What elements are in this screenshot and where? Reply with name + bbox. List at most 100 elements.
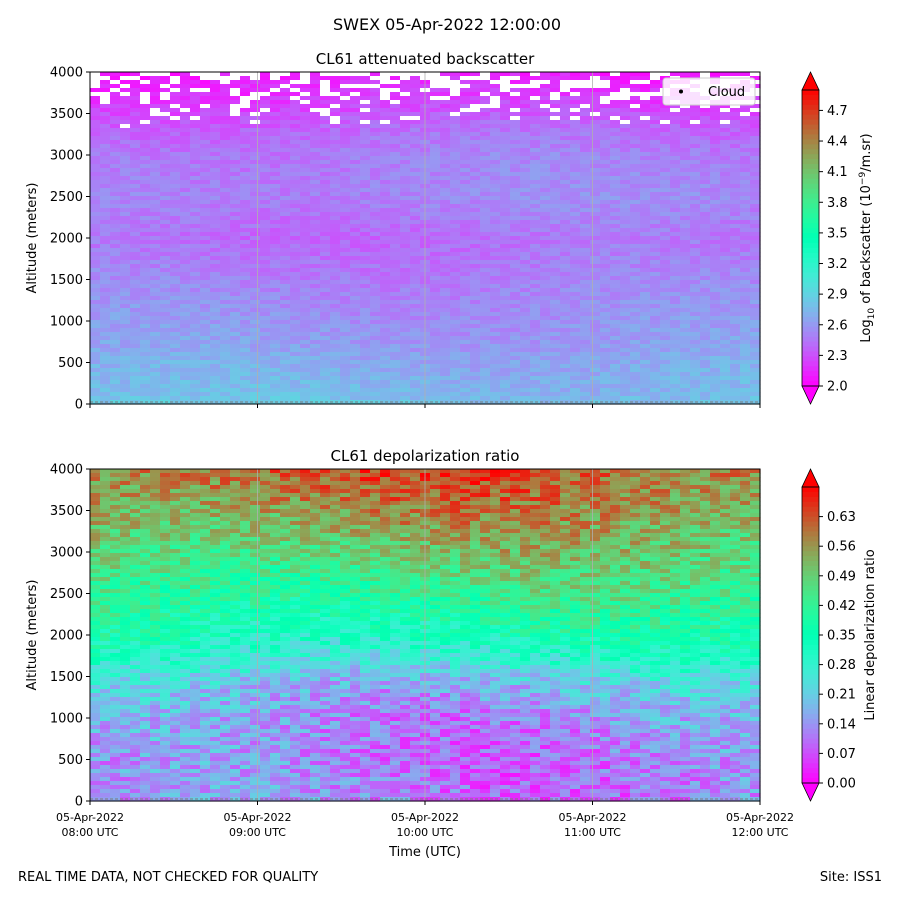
heatmap-cell (390, 328, 401, 333)
heatmap-cell (690, 72, 701, 77)
heatmap-cell (500, 252, 511, 257)
heatmap-cell (170, 284, 181, 289)
heatmap-cell (190, 120, 201, 125)
heatmap-cell (220, 344, 231, 349)
heatmap-cell (630, 336, 641, 341)
heatmap-cell (740, 72, 751, 77)
heatmap-cell (240, 228, 251, 233)
heatmap-cell (400, 136, 411, 141)
heatmap-cell (460, 268, 471, 273)
heatmap-cell (440, 156, 451, 161)
heatmap-cell (470, 256, 481, 261)
heatmap-cell (90, 300, 101, 305)
heatmap-cell (380, 328, 391, 333)
heatmap-cell (670, 220, 681, 225)
heatmap-cell (730, 116, 741, 121)
heatmap-cell (190, 144, 201, 149)
heatmap-cell (610, 300, 621, 305)
heatmap-cell (600, 144, 611, 149)
heatmap-cell (670, 164, 681, 169)
heatmap-cell (660, 208, 671, 213)
heatmap-cell (500, 132, 511, 137)
heatmap-cell (220, 356, 231, 361)
heatmap-cell (350, 352, 361, 357)
heatmap-cell (310, 188, 321, 193)
heatmap-cell (290, 148, 301, 153)
heatmap-cell (250, 264, 261, 269)
heatmap-cell (150, 80, 161, 85)
heatmap-cell (540, 312, 551, 317)
heatmap-cell (590, 140, 601, 145)
heatmap-cell (310, 112, 321, 117)
heatmap-cell (280, 296, 291, 301)
heatmap-cell (520, 228, 531, 233)
heatmap-cell (550, 324, 561, 329)
heatmap-cell (560, 304, 571, 309)
heatmap-cell (280, 76, 291, 81)
heatmap-cell (670, 196, 681, 201)
heatmap-cell (640, 116, 651, 121)
heatmap-cell (230, 164, 241, 169)
heatmap-cell (540, 348, 551, 353)
heatmap-cell (640, 188, 651, 193)
heatmap-cell (250, 348, 261, 353)
heatmap-cell (410, 76, 421, 81)
heatmap-cell (290, 220, 301, 225)
heatmap-cell (340, 328, 351, 333)
heatmap-cell (180, 308, 191, 313)
heatmap-cell (90, 184, 101, 189)
heatmap-cell (350, 260, 361, 265)
heatmap-cell (750, 300, 761, 305)
heatmap-cell (270, 272, 281, 277)
heatmap-cell (320, 156, 331, 161)
heatmap-cell (250, 280, 261, 285)
heatmap-cell (170, 164, 181, 169)
heatmap-cell (250, 276, 261, 281)
heatmap-cell (390, 308, 401, 313)
heatmap-cell (500, 312, 511, 317)
heatmap-cell (130, 340, 141, 345)
heatmap-cell (520, 192, 531, 197)
heatmap-cell (370, 208, 381, 213)
heatmap-cell (140, 284, 151, 289)
heatmap-cell (300, 128, 311, 133)
heatmap-cell (180, 352, 191, 357)
heatmap-cell (330, 244, 341, 249)
heatmap-cell (630, 80, 641, 85)
heatmap-cell (110, 188, 121, 193)
heatmap-cell (140, 268, 151, 273)
heatmap-cell (290, 136, 301, 141)
heatmap-cell (640, 180, 651, 185)
heatmap-cell (600, 332, 611, 337)
heatmap-cell (700, 136, 711, 141)
heatmap-cell (610, 344, 621, 349)
heatmap-cell (590, 180, 601, 185)
heatmap-cell (570, 324, 581, 329)
heatmap-cell (490, 124, 501, 129)
heatmap-cell (340, 228, 351, 233)
heatmap-cell (130, 324, 141, 329)
heatmap-cell (280, 140, 291, 145)
heatmap-cell (480, 324, 491, 329)
heatmap-cell (130, 124, 141, 129)
heatmap-cell (650, 336, 661, 341)
heatmap-cell (700, 192, 711, 197)
heatmap-cell (660, 172, 671, 177)
heatmap-cell (340, 280, 351, 285)
heatmap-cell (720, 352, 731, 357)
heatmap-cell (250, 92, 261, 97)
heatmap-cell (640, 76, 651, 81)
heatmap-cell (540, 156, 551, 161)
heatmap-cell (670, 116, 681, 121)
heatmap-cell (670, 364, 681, 369)
heatmap-cell (280, 164, 291, 169)
heatmap-cell (220, 160, 231, 165)
heatmap-cell (450, 200, 461, 205)
heatmap-cell (630, 224, 641, 229)
heatmap-cell (630, 104, 641, 109)
heatmap-cell (280, 260, 291, 265)
heatmap-cell (270, 104, 281, 109)
heatmap-cell (150, 204, 161, 209)
heatmap-cell (380, 152, 391, 157)
heatmap-cell (670, 140, 681, 145)
